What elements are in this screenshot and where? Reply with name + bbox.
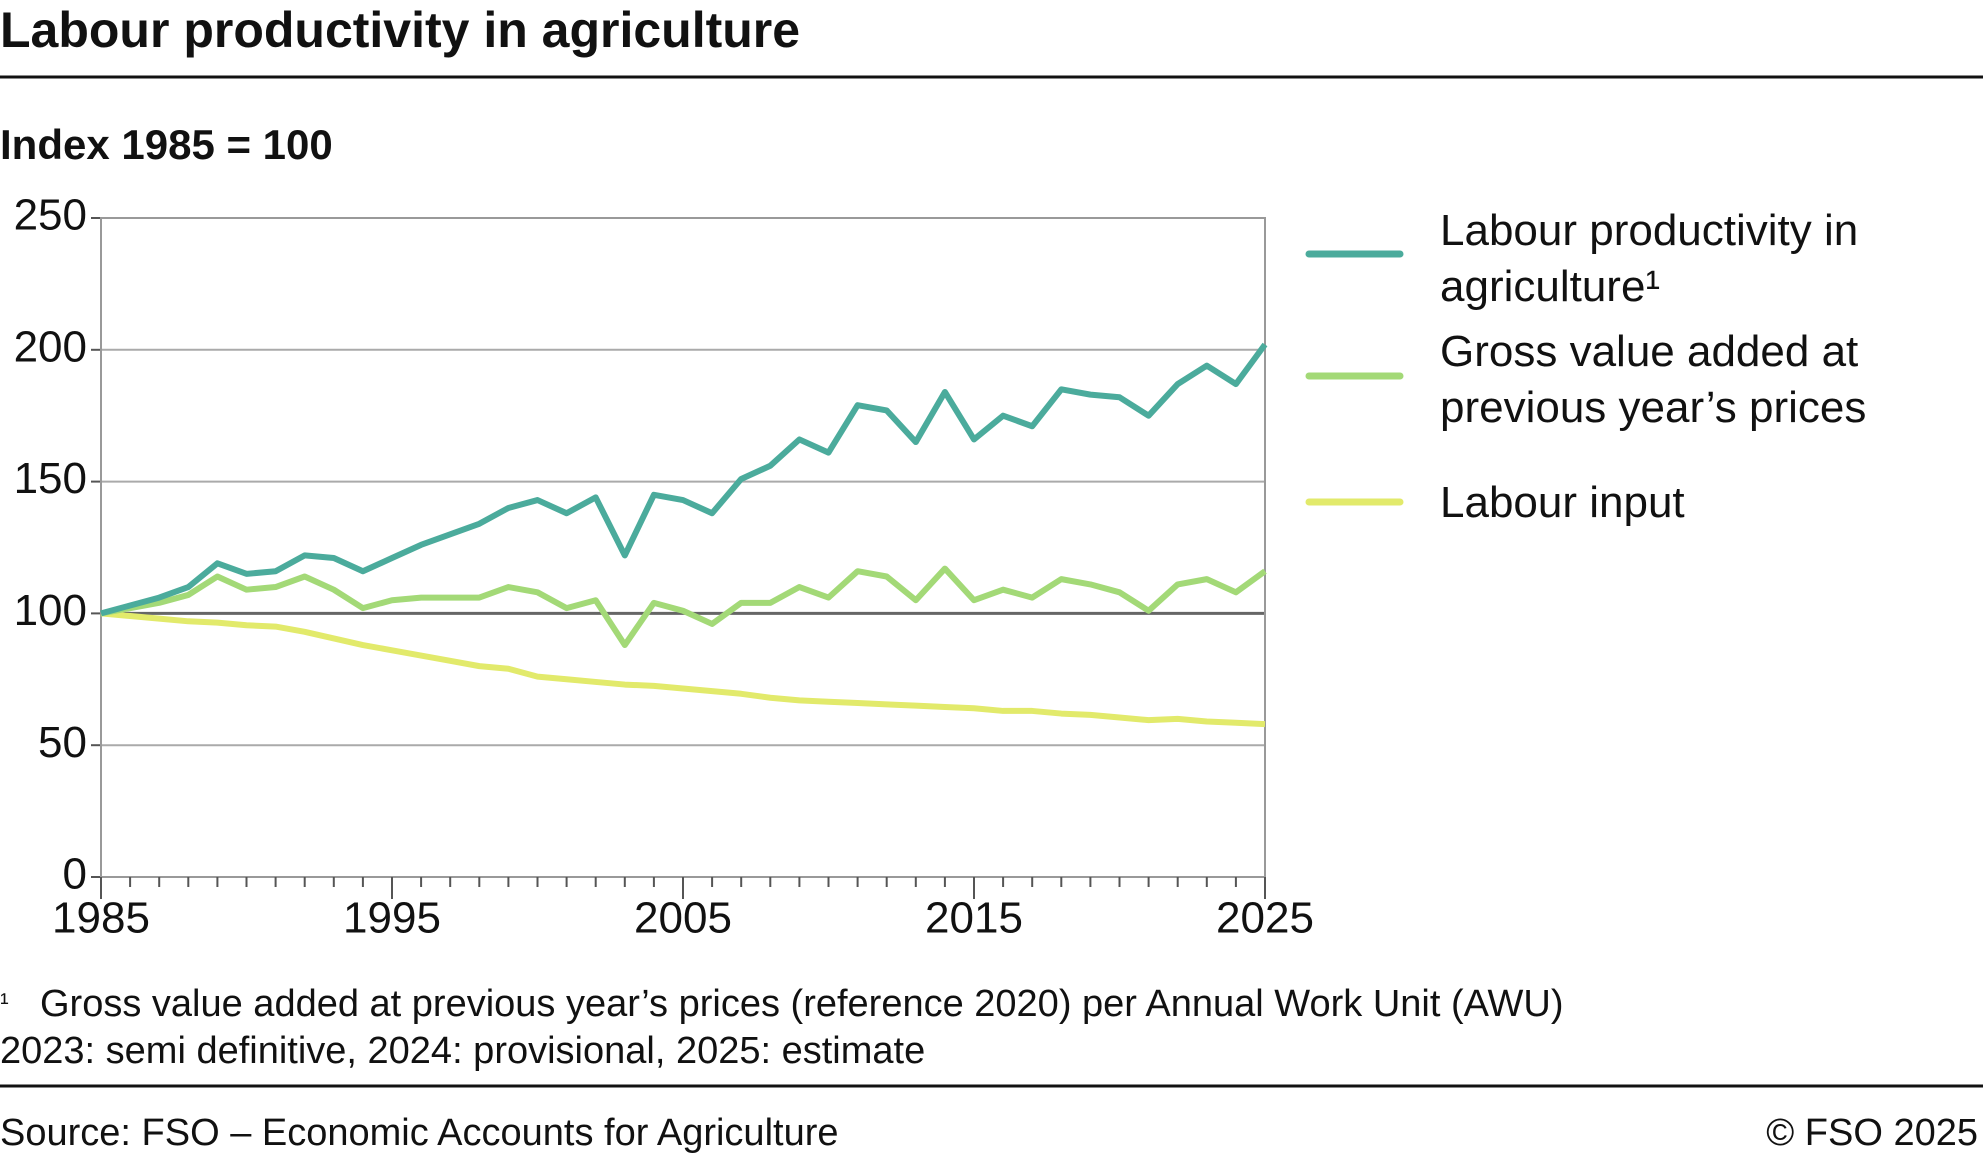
series-line [100, 342, 1268, 617]
subtitle: Index 1985 = 100 [0, 121, 333, 168]
y-tick-label: 100 [14, 586, 87, 635]
series-line [100, 565, 1267, 649]
y-tick-label: 250 [14, 191, 87, 240]
x-tick-label: 2005 [634, 894, 732, 943]
footnote: Gross value added at previous year’s pri… [40, 983, 1564, 1025]
footnote-marker: ¹ [0, 987, 9, 1017]
y-tick-label: 200 [14, 322, 87, 371]
chart-title: Labour productivity in agriculture [0, 2, 800, 58]
legend-label: Labour input [1440, 478, 1685, 527]
note: 2023: semi definitive, 2024: provisional… [0, 1030, 925, 1072]
copyright: © FSO 2025 [1766, 1112, 1978, 1154]
legend-label: Labour productivity in agriculture¹ [1440, 206, 1859, 311]
source: Source: FSO – Economic Accounts for Agri… [0, 1112, 839, 1154]
series-line [100, 610, 1266, 728]
x-tick-label: 1985 [52, 894, 150, 943]
legend-label: Gross value added at previous year’s pri… [1440, 327, 1867, 432]
y-tick-label: 150 [14, 454, 87, 503]
y-tick-label: 0 [63, 850, 87, 899]
x-tick-label: 1995 [343, 894, 441, 943]
x-tick-label: 2015 [925, 894, 1023, 943]
x-tick-label: 2025 [1216, 894, 1314, 943]
y-tick-label: 50 [38, 718, 87, 767]
plot-frame [100, 217, 1266, 878]
